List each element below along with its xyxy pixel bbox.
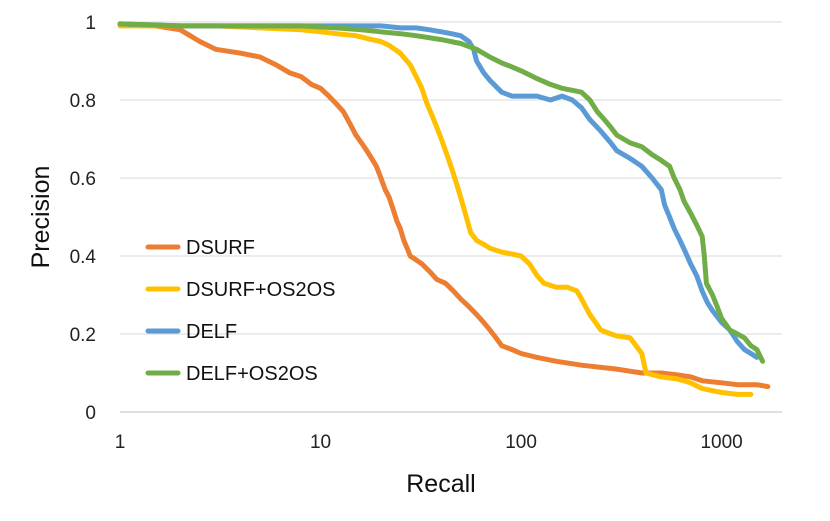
x-tick-label: 1000	[700, 432, 742, 453]
x-tick-labels: 1 10 100 1000	[115, 432, 743, 453]
y-tick-label: 1	[85, 13, 96, 34]
gridlines	[120, 21, 782, 335]
y-tick-label: 0.8	[70, 91, 96, 112]
series-line-delf	[117, 21, 760, 360]
y-tick-labels: 0 0.2 0.4 0.6 0.8 1	[70, 13, 97, 424]
legend-label-delf: DELF	[186, 321, 237, 343]
series-lines	[117, 21, 771, 397]
legend-label-delf-os2os: DELF+OS2OS	[186, 363, 318, 385]
y-tick-label: 0.6	[70, 169, 96, 190]
y-tick-label: 0.2	[70, 325, 96, 346]
series-line-delf-os2os	[117, 21, 766, 364]
legend-label-dsurf-os2os: DSURF+OS2OS	[186, 279, 335, 301]
x-tick-label: 10	[310, 432, 331, 453]
series-line-dsurf-os2os	[117, 23, 754, 397]
x-axis-title: Recall	[406, 470, 475, 498]
y-tick-label: 0.4	[70, 247, 97, 268]
legend: DSURF DSURF+OS2OS DELF DELF+OS2OS	[145, 237, 335, 385]
y-axis-title: Precision	[27, 166, 55, 269]
series-line-dsurf	[117, 21, 771, 390]
y-tick-label: 0	[85, 403, 96, 424]
legend-label-dsurf: DSURF	[186, 237, 255, 259]
x-tick-label: 100	[505, 432, 537, 453]
x-tick-label: 1	[115, 432, 126, 453]
